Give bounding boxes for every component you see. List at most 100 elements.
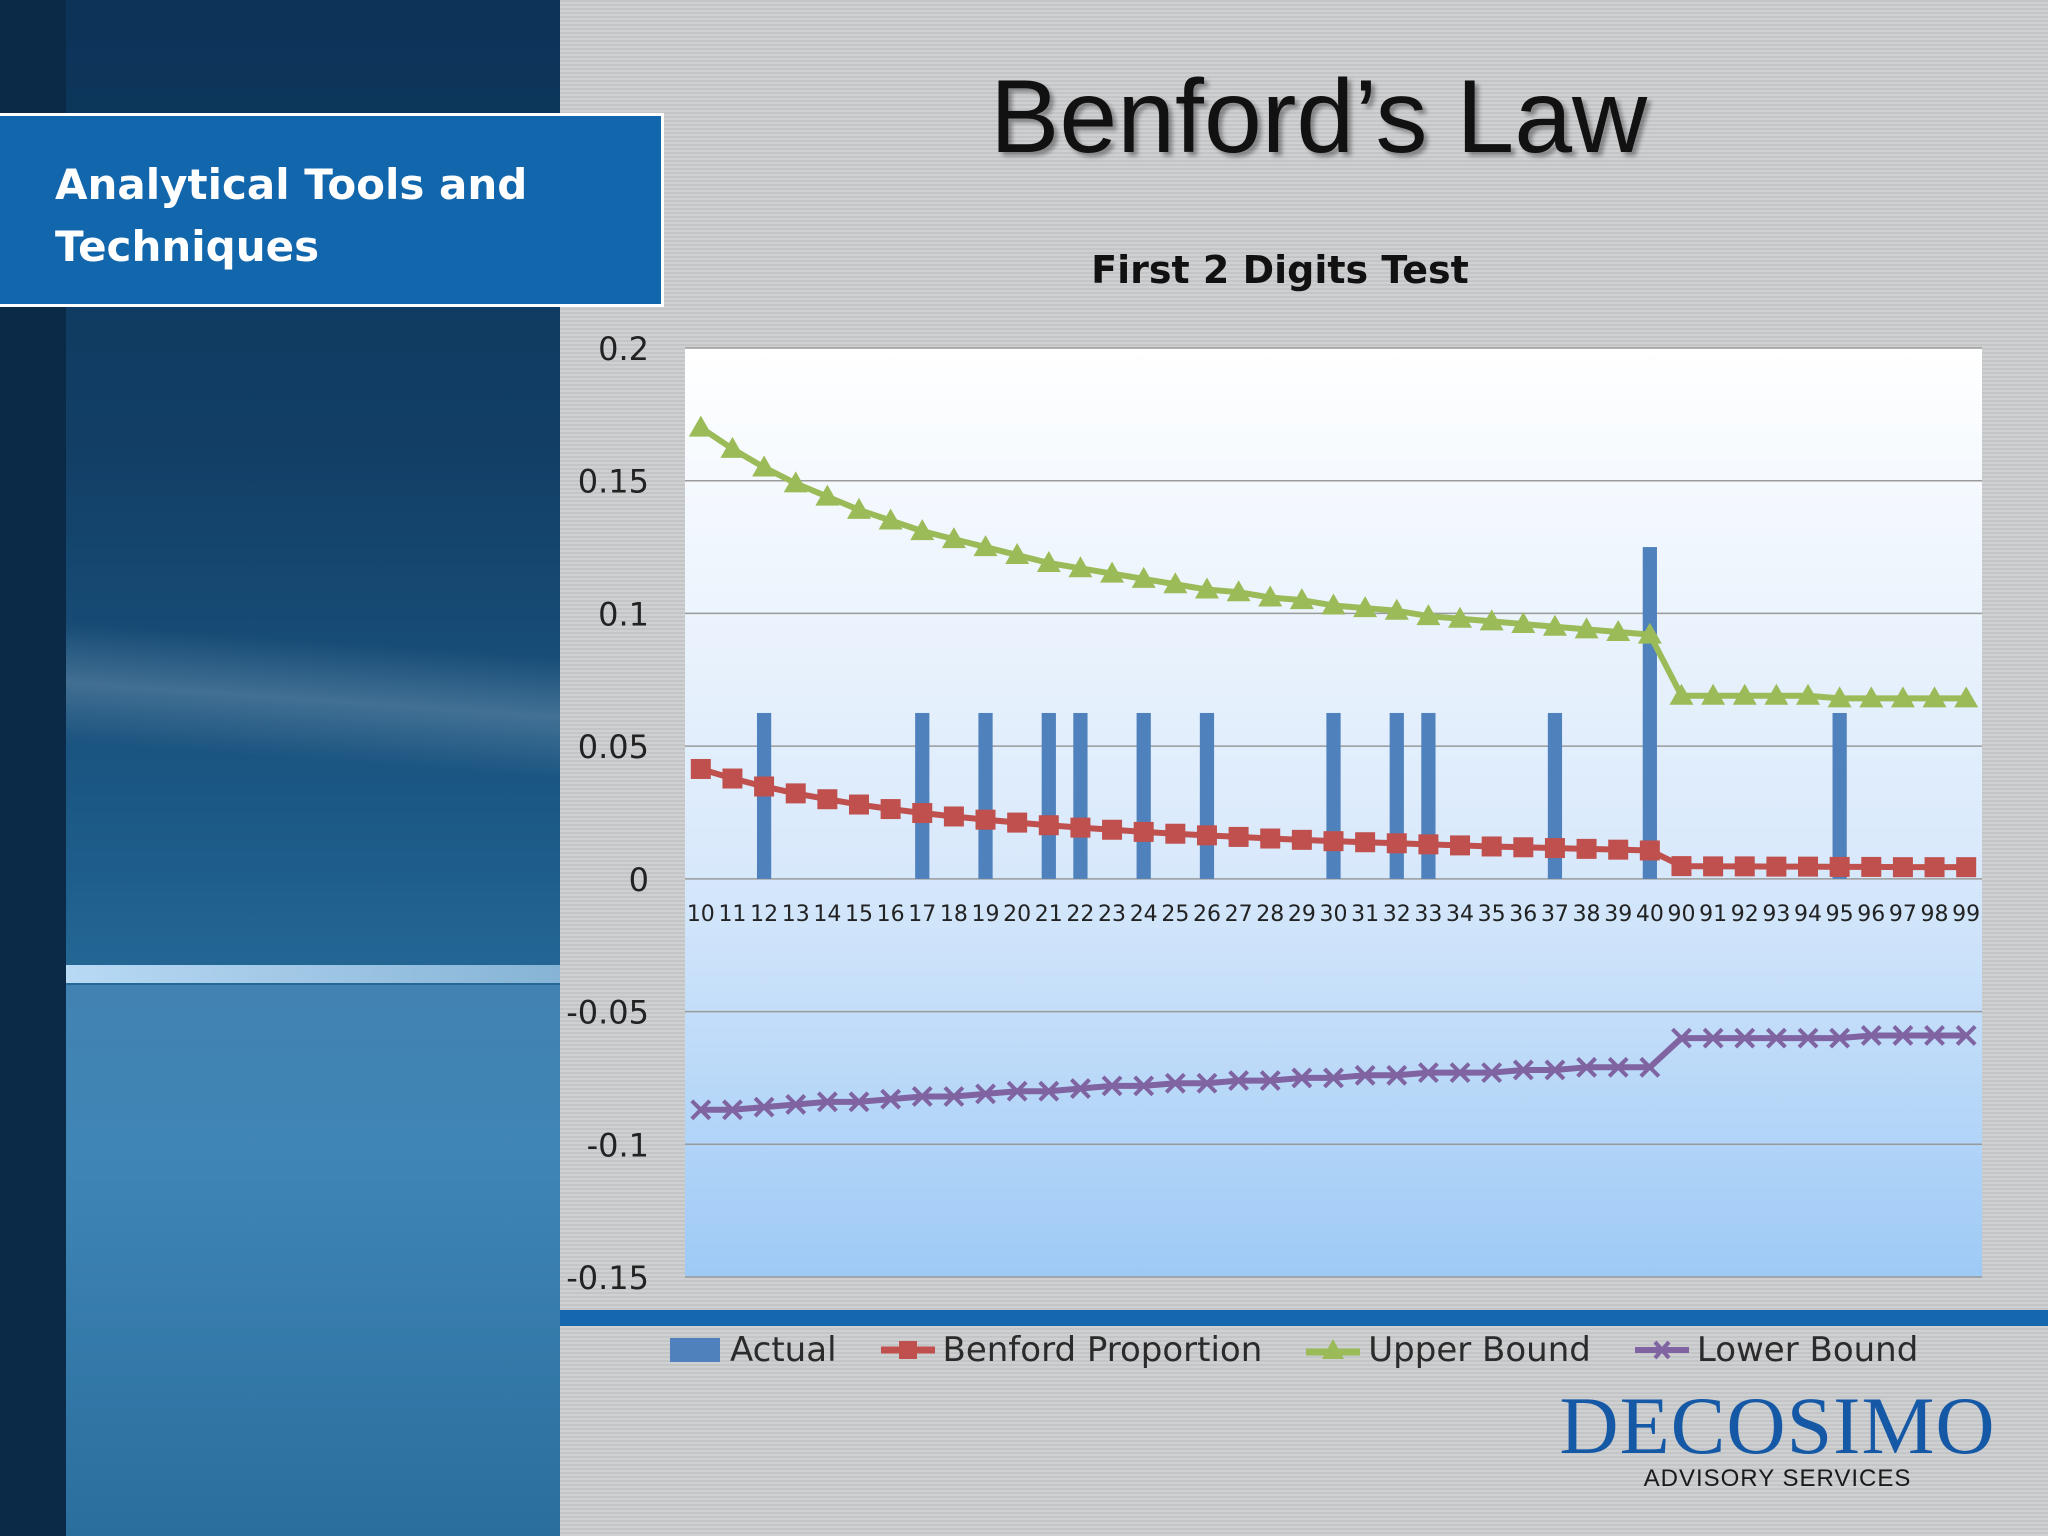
point-benford-26 <box>1196 825 1217 846</box>
point-benford-96 <box>1861 856 1882 877</box>
legend-item-actual: Actual <box>668 1330 837 1370</box>
x-tick-label: 33 <box>1414 902 1442 927</box>
legend-label-benford: Benford Proportion <box>942 1330 1263 1370</box>
point-upper-12 <box>752 455 777 477</box>
legend-item-lower: Lower Bound <box>1634 1330 1919 1370</box>
point-lower-22 <box>1070 1078 1091 1099</box>
point-upper-33 <box>1416 604 1441 626</box>
left-horizon-line <box>66 965 560 983</box>
bar-actual-30 <box>1326 712 1341 879</box>
point-upper-99 <box>1954 686 1979 708</box>
point-upper-37 <box>1542 614 1567 636</box>
point-benford-12 <box>754 776 775 797</box>
x-tick-label: 95 <box>1826 902 1854 927</box>
left-water-glow <box>66 985 560 1536</box>
point-lower-95 <box>1829 1027 1851 1049</box>
x-tick-label: 18 <box>940 902 968 927</box>
point-lower-23 <box>1101 1075 1123 1097</box>
point-benford-38 <box>1576 838 1597 859</box>
point-lower-98 <box>1924 1025 1945 1046</box>
point-benford-35 <box>1481 836 1502 857</box>
legend-label-lower: Lower Bound <box>1696 1330 1919 1370</box>
point-upper-27 <box>1226 580 1251 602</box>
x-tick-label: 23 <box>1098 902 1126 927</box>
point-upper-38 <box>1574 617 1599 639</box>
point-lower-12 <box>753 1096 775 1118</box>
left-light-sweep <box>66 622 560 778</box>
y-tick-label: -0.05 <box>566 994 649 1032</box>
point-upper-97 <box>1890 686 1915 708</box>
point-upper-93 <box>1764 683 1789 705</box>
point-benford-13 <box>785 783 806 804</box>
point-upper-15 <box>846 497 871 519</box>
point-upper-35 <box>1479 609 1504 631</box>
bar-actual-37 <box>1547 712 1563 879</box>
point-lower-92 <box>1734 1027 1756 1049</box>
x-tick-label: 22 <box>1066 902 1094 927</box>
y-tick-label: -0.1 <box>587 1126 649 1164</box>
x-tick-label: 21 <box>1035 902 1063 927</box>
subtitle-box: Analytical Tools and Techniques <box>0 113 664 307</box>
point-benford-33 <box>1418 834 1439 855</box>
y-tick-label: 0.2 <box>598 330 649 368</box>
point-benford-93 <box>1766 856 1787 877</box>
x-tick-label: 38 <box>1573 902 1601 927</box>
x-tick-label: 12 <box>750 902 778 927</box>
legend-swatch-upper <box>1306 1339 1361 1359</box>
point-upper-22 <box>1068 556 1093 578</box>
point-upper-23 <box>1100 561 1125 583</box>
point-lower-29 <box>1291 1067 1313 1089</box>
y-tick-label: 0.1 <box>598 595 649 633</box>
point-benford-11 <box>722 768 743 789</box>
point-benford-30 <box>1323 831 1344 852</box>
point-lower-15 <box>848 1091 870 1113</box>
point-benford-17 <box>912 803 933 824</box>
point-benford-16 <box>880 799 901 820</box>
chart-title: First 2 Digits Test <box>1091 248 1469 292</box>
x-tick-label: 39 <box>1604 902 1632 927</box>
point-upper-14 <box>815 484 840 506</box>
bar-actual-40 <box>1642 547 1657 879</box>
point-benford-36 <box>1513 837 1534 858</box>
x-tick-label: 29 <box>1288 902 1316 927</box>
x-tick-label: 40 <box>1636 902 1664 927</box>
x-tick-label: 37 <box>1541 902 1569 927</box>
x-tick-label: 34 <box>1446 902 1474 927</box>
x-tick-label: 32 <box>1383 902 1411 927</box>
x-tick-label: 15 <box>845 902 873 927</box>
point-upper-10 <box>688 415 713 437</box>
point-upper-31 <box>1353 596 1378 618</box>
point-upper-11 <box>720 436 745 458</box>
point-benford-14 <box>817 789 838 810</box>
point-benford-91 <box>1703 856 1724 877</box>
point-benford-19 <box>975 809 996 830</box>
x-tick-label: 26 <box>1193 902 1221 927</box>
point-lower-96 <box>1860 1025 1882 1046</box>
point-upper-92 <box>1732 683 1757 705</box>
legend-item-upper: Upper Bound <box>1306 1330 1591 1370</box>
x-tick-label: 36 <box>1509 902 1537 927</box>
point-benford-29 <box>1291 829 1312 850</box>
point-lower-39 <box>1607 1056 1629 1078</box>
point-lower-26 <box>1196 1072 1218 1094</box>
x-tick-label: 31 <box>1351 902 1379 927</box>
point-lower-93 <box>1765 1027 1787 1049</box>
bar-actual-32 <box>1389 712 1404 879</box>
point-lower-33 <box>1417 1062 1439 1084</box>
x-tick-label: 14 <box>813 902 841 927</box>
point-benford-21 <box>1038 815 1059 836</box>
point-benford-20 <box>1007 812 1028 833</box>
x-tick-label: 93 <box>1762 902 1790 927</box>
x-tick-label: 16 <box>877 902 905 927</box>
point-lower-28 <box>1259 1070 1281 1091</box>
point-benford-25 <box>1165 823 1186 844</box>
point-lower-14 <box>816 1091 838 1113</box>
legend-swatch-actual <box>670 1338 720 1362</box>
point-lower-24 <box>1133 1075 1155 1097</box>
point-benford-31 <box>1355 832 1376 853</box>
bar-actual-26 <box>1199 712 1215 879</box>
legend-label-upper: Upper Bound <box>1368 1330 1591 1370</box>
point-lower-40 <box>1639 1056 1661 1078</box>
point-lower-18 <box>943 1086 965 1107</box>
x-tick-label: 99 <box>1952 902 1980 927</box>
